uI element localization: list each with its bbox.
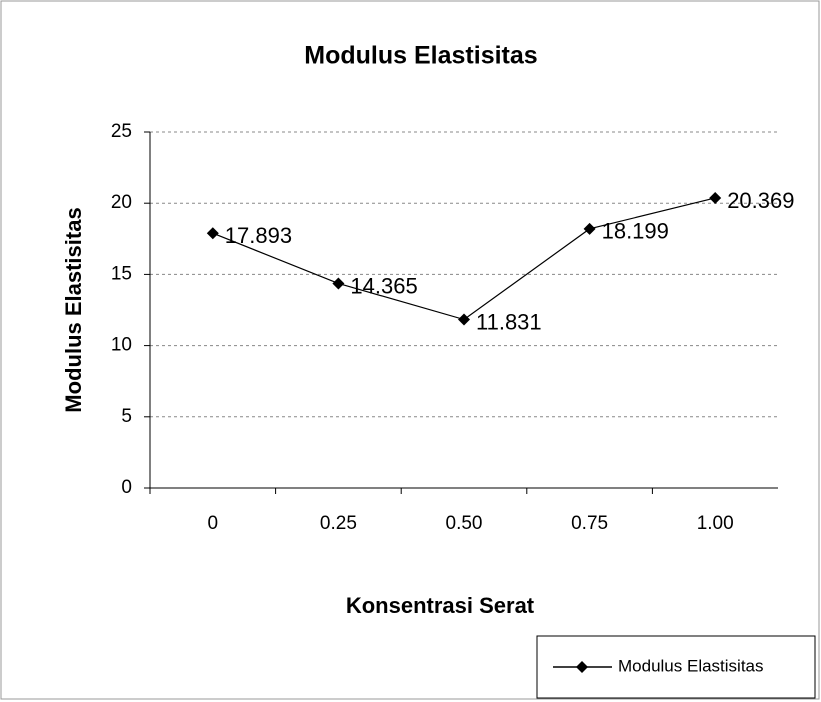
point [709,191,722,204]
series-line [212,197,716,321]
legend-marker [576,661,588,673]
point [458,313,470,326]
point [206,227,219,240]
x-tick-label: 0.50 [446,513,483,534]
x-axis-label: Konsentrasi Serat [346,593,535,618]
x-tick-label: 0 [208,513,219,534]
data-label: 18.199 [602,219,669,244]
data-label: 14.365 [350,273,417,298]
data-label: 17.893 [225,223,292,248]
x-tick-label: 0.75 [571,513,608,534]
data-label: 20.369 [727,188,794,213]
point [332,277,345,290]
x-tick-label: 0.25 [320,513,357,534]
y-tick-label: 10 [111,335,132,356]
x-tick-label: 1.00 [697,513,734,534]
y-tick-label: 20 [111,192,132,213]
y-tick-label: 25 [111,121,132,142]
data-label: 11.831 [476,309,542,334]
y-tick-label: 5 [121,406,132,427]
point [583,222,596,235]
y-tick-label: 0 [121,477,132,498]
legend-label: Modulus Elastisitas [618,656,764,675]
y-tick-label: 15 [111,263,132,284]
y-axis-label: Modulus Elastisitas [61,207,86,412]
chart-title: Modulus Elastisitas [304,42,537,70]
